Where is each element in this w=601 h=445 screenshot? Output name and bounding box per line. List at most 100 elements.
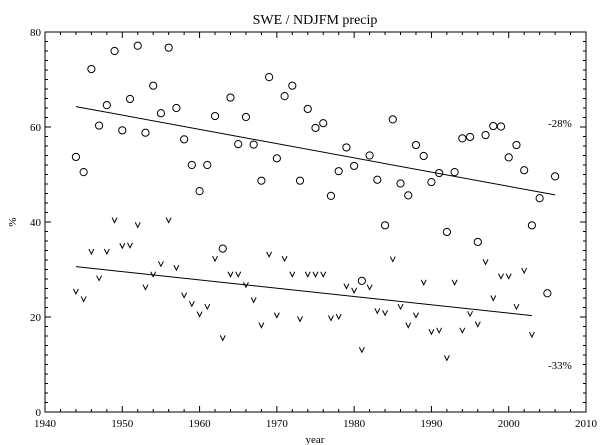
- data-point-circle: [195, 187, 204, 196]
- data-point-vee: [428, 329, 435, 336]
- data-point-circle: [218, 244, 227, 253]
- data-point-vee: [88, 248, 95, 256]
- data-point-circle: [365, 151, 374, 160]
- data-point-circle: [504, 153, 513, 162]
- data-point-vee: [157, 261, 164, 268]
- data-point-vee: [181, 292, 188, 299]
- data-point-vee: [397, 303, 404, 311]
- data-point-vee: [297, 316, 303, 323]
- data-point-circle: [311, 123, 320, 133]
- data-point-circle: [481, 130, 490, 140]
- data-point-circle: [527, 221, 537, 230]
- data-point-vee: [521, 267, 528, 275]
- data-point-vee: [227, 271, 234, 278]
- data-point-circle: [125, 94, 135, 104]
- trend-label-vees: -33%: [548, 360, 572, 372]
- data-point-vee: [528, 331, 535, 339]
- data-point-vee: [273, 312, 280, 319]
- y-tick-label: 60: [30, 122, 42, 134]
- data-point-vee: [212, 255, 218, 263]
- data-point-vee: [505, 273, 512, 280]
- data-point-circle: [419, 151, 428, 161]
- data-point-circle: [303, 104, 312, 114]
- data-point-vee: [490, 295, 497, 302]
- y-tick-label: 80: [30, 27, 42, 39]
- data-point-vee: [204, 303, 211, 311]
- data-point-circle: [79, 168, 88, 177]
- data-point-circle: [396, 179, 405, 188]
- data-point-circle: [350, 161, 359, 171]
- data-point-vee: [111, 217, 118, 224]
- data-point-vee: [459, 327, 466, 334]
- data-point-circle: [295, 176, 305, 185]
- data-point-vee: [258, 322, 265, 329]
- data-point-circle: [520, 166, 529, 175]
- x-tick-label: 1990: [420, 418, 443, 430]
- x-tick-label: 1950: [111, 418, 134, 430]
- data-point-circle: [172, 103, 181, 113]
- data-point-vee: [436, 327, 443, 334]
- data-point-circle: [257, 176, 266, 185]
- data-point-vee: [513, 303, 520, 311]
- data-point-circle: [87, 64, 96, 74]
- axis-ticks: 1940 1950 1960 1970 1980 1990 2000 2010 0 20 40 60 8…: [30, 27, 598, 430]
- data-point-circle: [458, 134, 467, 143]
- data-point-vee: [304, 271, 311, 278]
- x-axis-label: year: [306, 434, 325, 445]
- data-point-vee: [281, 255, 288, 263]
- data-point-circle: [450, 168, 459, 177]
- data-point-vee: [165, 217, 172, 224]
- data-point-vee: [413, 312, 419, 319]
- data-point-circle: [334, 167, 343, 176]
- data-point-vee: [289, 271, 296, 278]
- data-point-circle: [241, 112, 251, 122]
- trend-line-vees: [75, 266, 532, 317]
- data-point-circle: [187, 160, 196, 170]
- data-point-vee: [351, 287, 358, 295]
- data-point-circle: [110, 46, 119, 56]
- data-point-vee: [103, 248, 110, 256]
- trend-line-circles: [75, 106, 556, 196]
- data-point-vee: [312, 271, 319, 278]
- data-point-circle: [543, 289, 552, 298]
- y-tick-label: 40: [30, 217, 42, 229]
- data-point-circle: [272, 154, 281, 163]
- x-tick-label: 1940: [34, 418, 57, 430]
- data-point-vee: [420, 279, 427, 286]
- data-point-vee: [219, 335, 226, 342]
- data-point-vee: [374, 308, 381, 315]
- data-point-circle: [435, 168, 444, 178]
- data-point-circle: [265, 73, 274, 82]
- data-point-circle: [465, 132, 475, 142]
- data-point-vee: [320, 271, 327, 278]
- data-point-vee: [235, 271, 242, 278]
- data-point-circle: [380, 221, 390, 230]
- x-tick-label: 2010: [575, 418, 598, 430]
- data-point-vee: [328, 315, 334, 322]
- data-point-circle: [249, 140, 258, 149]
- data-point-circle: [411, 140, 421, 150]
- data-point-vee: [498, 273, 504, 280]
- data-point-circle: [427, 178, 436, 187]
- data-point-circle: [496, 122, 506, 131]
- data-point-vee: [188, 300, 195, 308]
- y-axis-label: %: [7, 217, 19, 226]
- data-point-vee: [474, 321, 481, 328]
- data-point-circle: [102, 101, 111, 110]
- plot-frame: [44, 31, 587, 413]
- data-point-circle: [234, 140, 243, 149]
- data-point-vee: [358, 347, 365, 354]
- data-point-circle: [71, 152, 81, 162]
- data-point-circle: [203, 160, 212, 170]
- data-point-vee: [482, 259, 489, 266]
- data-point-circle: [342, 143, 351, 152]
- data-point-circle: [118, 126, 127, 135]
- data-points: [71, 41, 560, 362]
- data-point-vee: [343, 283, 350, 290]
- data-point-vee: [134, 222, 141, 229]
- data-point-circle: [442, 227, 451, 237]
- data-point-vee: [366, 284, 373, 291]
- data-point-vee: [173, 264, 180, 272]
- data-point-vee: [96, 275, 103, 282]
